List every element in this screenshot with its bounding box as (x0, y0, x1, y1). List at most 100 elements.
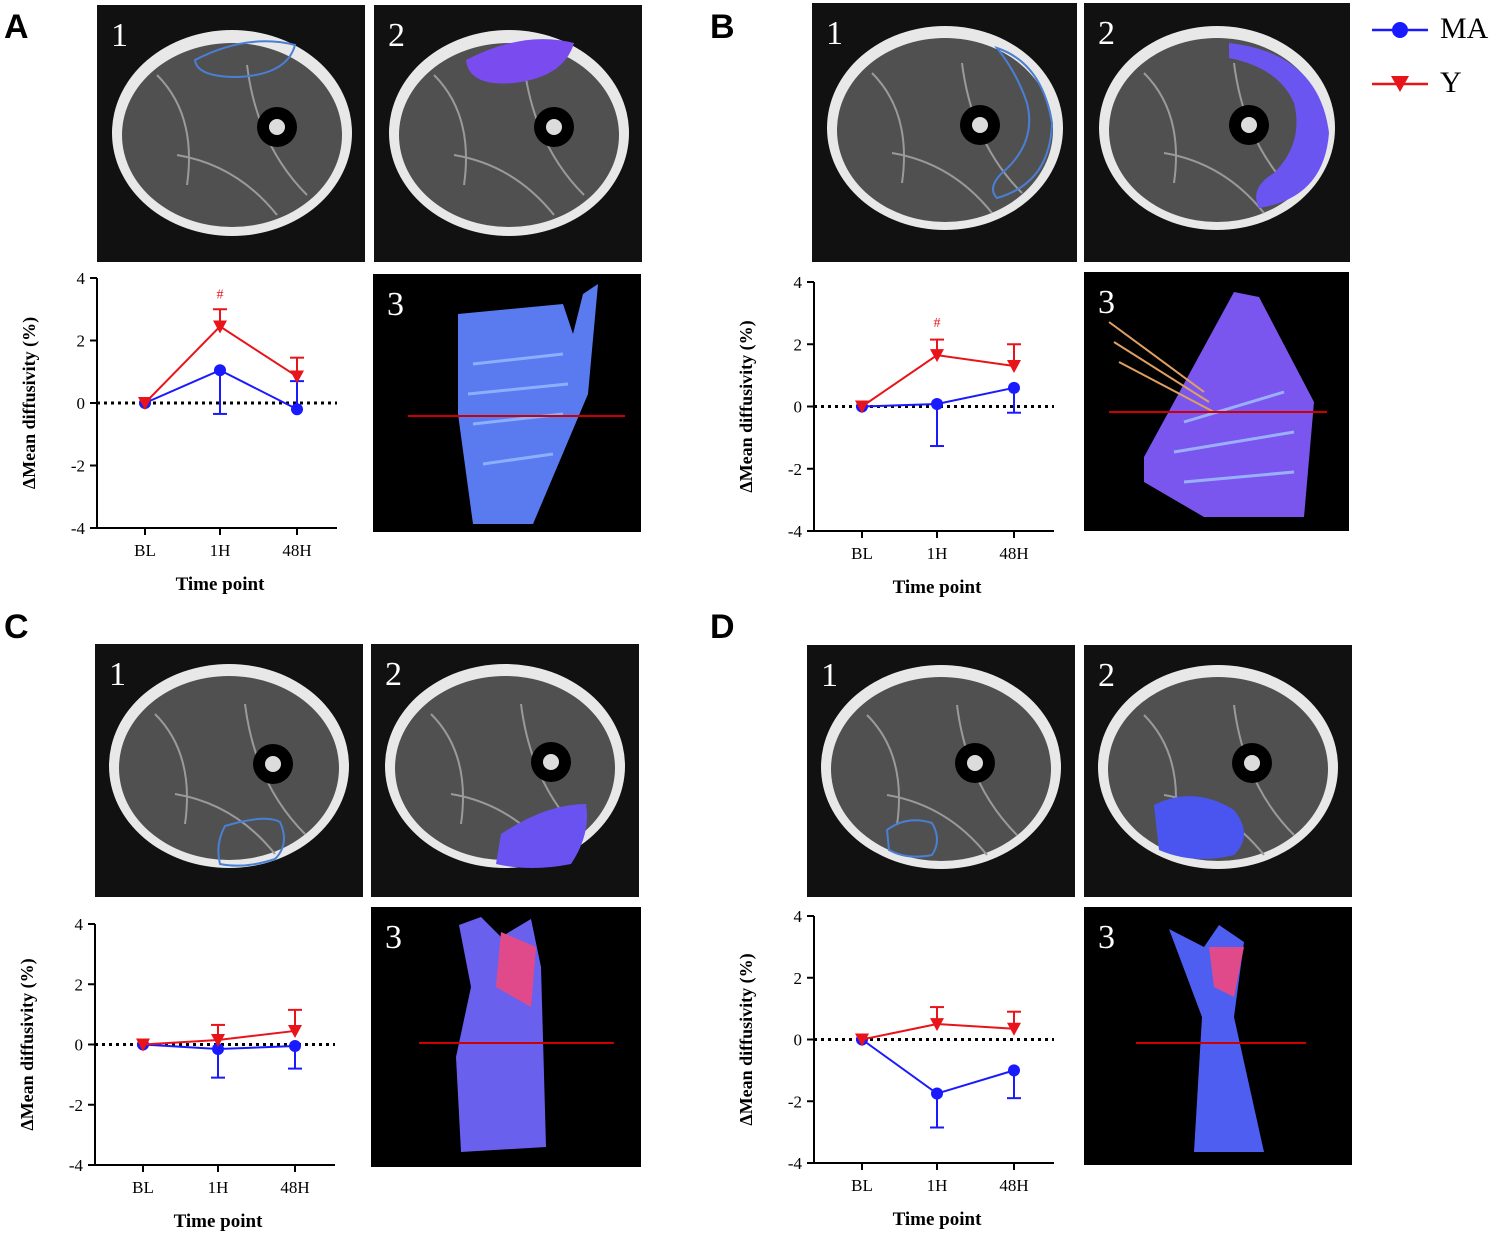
y-tick-label: 0 (75, 1036, 84, 1055)
data-point-ma (212, 1043, 224, 1056)
y-tick-label: 4 (794, 273, 803, 292)
panel-a-mri-1-graphic (112, 30, 352, 236)
chart-a: -4 -2 0 2 4 BL 1H 48H Time point ΔMean diffusivit… (0, 265, 372, 605)
legend-label-ma: MA (1440, 12, 1489, 45)
data-point-y (855, 1033, 869, 1047)
legend-triangle-y (1391, 76, 1409, 92)
y-tick-label: -4 (788, 522, 803, 541)
panel-a-tractography-number: 3 (387, 286, 404, 323)
panel-c-tractography-number: 3 (385, 919, 402, 956)
panel-a-mri-1: 1 (97, 5, 365, 262)
panel-c-mri-1: 1 (95, 644, 363, 897)
chart-svg: -4 -2 0 2 4 BL 1H 48H Time point ΔMean diffusivit… (736, 273, 1054, 598)
data-point-y (1007, 1022, 1021, 1036)
y-tick-label: 0 (77, 394, 86, 413)
x-tick-label: 1H (208, 1178, 229, 1197)
panel-a-tractography-graphic (408, 284, 625, 524)
y-tick-label: 2 (794, 969, 803, 988)
panel-c-tractography: 3 (371, 907, 641, 1167)
x-axis-label: Time point (893, 577, 983, 598)
data-point-ma (291, 403, 303, 416)
panel-d-tractography-graphic (1136, 925, 1306, 1152)
panel-b-mri-1-number: 1 (826, 15, 843, 52)
panel-letter-a: A (4, 8, 29, 46)
chart-b: -4 -2 0 2 4 BL 1H 48H Time point ΔMean diffusivit… (716, 265, 1076, 605)
data-point-y (290, 370, 304, 384)
panel-d-mri-1-graphic (821, 665, 1061, 869)
panel-b-tractography-number: 3 (1098, 284, 1115, 321)
panel-d-mri-1-number: 1 (821, 657, 838, 694)
data-point-ma (1008, 1064, 1020, 1077)
panel-a-mri-1-number: 1 (111, 17, 128, 54)
panel-c-tractography-graphic (419, 917, 614, 1152)
y-axis-label: ΔMean diffusivity (%) (19, 317, 40, 489)
panel-letter-c: C (4, 608, 29, 646)
panel-c-mri-1-number: 1 (109, 656, 126, 693)
data-point-y (211, 1033, 225, 1047)
y-tick-label: -4 (788, 1154, 803, 1173)
panel-d-tractography: 3 (1084, 907, 1352, 1165)
x-tick-label: BL (851, 1176, 873, 1195)
y-tick-label: -4 (69, 1156, 84, 1175)
y-tick-label: 4 (794, 907, 803, 926)
panel-b-mri-2-graphic (1099, 26, 1335, 230)
data-point-ma (214, 364, 226, 377)
panel-c-mri-1-graphic (109, 664, 349, 868)
legend-dot-ma (1392, 22, 1408, 38)
panel-b-mri-1-graphic (827, 26, 1063, 230)
y-axis-label: ΔMean diffusivity (%) (736, 320, 757, 492)
y-axis-label: ΔMean diffusivity (%) (17, 958, 38, 1130)
y-tick-label: 2 (77, 332, 86, 351)
panel-d-mri-1: 1 (807, 645, 1075, 897)
x-tick-label: 1H (927, 544, 948, 563)
x-tick-label: 48H (999, 544, 1028, 563)
y-axis-label: ΔMean diffusivity (%) (736, 953, 757, 1125)
panel-d-mri-2-number: 2 (1098, 657, 1115, 694)
x-tick-label: 48H (999, 1176, 1028, 1195)
series-line-ma (861, 1038, 1015, 1095)
panel-a-tractography: 3 (373, 274, 641, 532)
data-point-y (855, 400, 869, 414)
chart-svg: -4 -2 0 2 4 BL 1H 48H Time point ΔMean diffusivit… (17, 915, 335, 1232)
data-point-y (136, 1038, 150, 1052)
chart-d: -4 -2 0 2 4 BL 1H 48H Time point ΔMean diffusivit… (716, 905, 1076, 1238)
significance-marker: # (217, 287, 224, 302)
panel-d-tractography-number: 3 (1098, 919, 1115, 956)
chart-svg: -4 -2 0 2 4 BL 1H 48H Time point ΔMean diffusivit… (736, 907, 1054, 1230)
legend-marker-y (1372, 76, 1428, 92)
x-axis-label: Time point (893, 1209, 983, 1230)
panel-d-mri-2: 2 (1084, 645, 1352, 897)
panel-a-mri-2-number: 2 (388, 17, 405, 54)
panel-c-mri-2-graphic (385, 664, 625, 868)
x-axis-label: Time point (176, 574, 266, 595)
legend-item-ma: MA (1368, 12, 1498, 48)
y-tick-label: -2 (788, 460, 802, 479)
panel-b-mri-1: 1 (812, 3, 1077, 262)
y-tick-label: 4 (77, 269, 86, 288)
y-tick-label: -2 (69, 1096, 83, 1115)
legend: MA Y (1368, 12, 1498, 102)
legend-marker-ma (1372, 22, 1428, 38)
y-tick-label: 0 (794, 398, 803, 417)
data-point-ma (1008, 381, 1020, 394)
panel-b-tractography-graphic (1108, 292, 1327, 517)
data-point-y (213, 320, 227, 334)
y-tick-label: -2 (71, 457, 85, 476)
significance-marker: # (934, 316, 941, 331)
data-point-ma (931, 1087, 943, 1100)
legend-label-y: Y (1440, 66, 1462, 99)
x-axis-label: Time point (174, 1211, 264, 1232)
x-tick-label: BL (132, 1178, 154, 1197)
panel-letter-b: B (710, 8, 735, 46)
data-point-ma (289, 1040, 301, 1053)
y-tick-label: -2 (788, 1092, 802, 1111)
panel-b-mri-2: 2 (1084, 3, 1350, 262)
data-point-ma (931, 398, 943, 411)
panel-letter-d: D (710, 608, 735, 646)
panel-a-mri-2-graphic (389, 30, 629, 236)
chart-svg: -4 -2 0 2 4 BL 1H 48H Time point ΔMean diffusivit… (19, 269, 337, 595)
panel-c-mri-2-number: 2 (385, 656, 402, 693)
panel-d-mri-2-graphic (1098, 665, 1338, 869)
y-tick-label: 4 (75, 915, 84, 934)
data-point-y (288, 1024, 302, 1038)
